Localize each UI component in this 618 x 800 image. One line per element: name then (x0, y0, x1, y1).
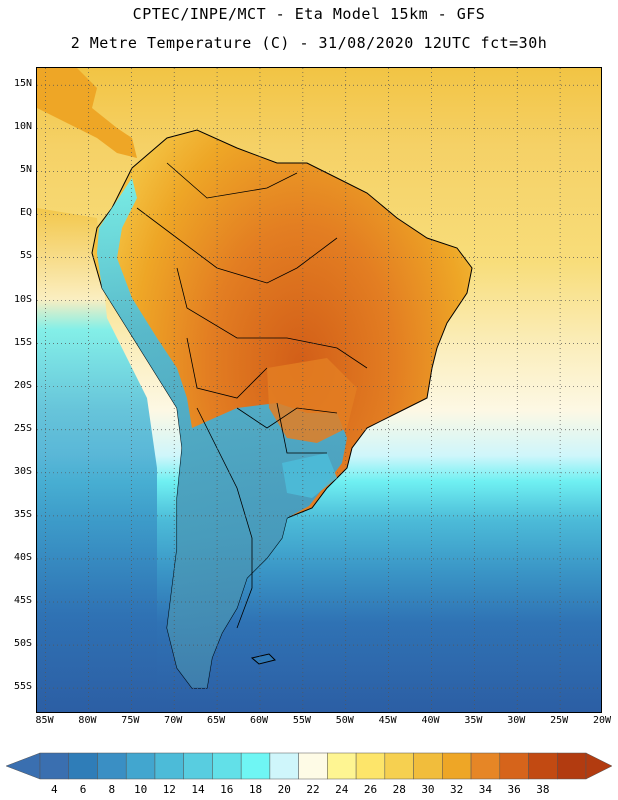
colorbar-box-9 (298, 752, 328, 780)
colorbar-level-12: 12 (162, 783, 176, 796)
colorbar-level-36: 36 (507, 783, 521, 796)
lon-label-40W: 40W (421, 715, 440, 726)
title-line-2: 2 Metre Temperature (C) - 31/08/2020 12U… (70, 34, 548, 52)
lon-label-80W: 80W (78, 715, 97, 726)
colorbar (5, 752, 613, 780)
colorbar-box-8 (269, 752, 299, 780)
colorbar-level-26: 26 (363, 783, 378, 796)
colorbar-box-11 (355, 752, 386, 780)
colorbar-box-6 (212, 752, 242, 780)
temperature-map (36, 67, 602, 713)
colorbar-level-14: 14 (191, 783, 205, 796)
lat-label-50S: 50S (13, 638, 32, 650)
colorbar-level-30: 30 (421, 783, 435, 796)
colorbar-high-arrow (585, 752, 613, 780)
colorbar-level-24: 24 (335, 783, 349, 796)
lat-label-25S: 25S (13, 422, 32, 434)
lon-label-25W: 25W (550, 715, 569, 726)
lat-label-45S: 45S (13, 595, 32, 607)
colorbar-box-3 (125, 752, 156, 780)
paraguay-warm-zone (267, 358, 357, 443)
colorbar-level-22: 22 (306, 783, 320, 796)
colorbar-box-1 (68, 752, 98, 780)
lon-label-75W: 75W (121, 715, 140, 726)
lat-label-35S: 35S (13, 508, 32, 520)
lon-label-50W: 50W (335, 715, 354, 726)
uruguay-region (282, 453, 337, 498)
lat-label-EQ: EQ (19, 207, 32, 219)
lon-label-70W: 70W (164, 715, 183, 726)
lat-label-15N: 15N (13, 78, 32, 90)
falklands (250, 653, 276, 665)
colorbar-box-12 (384, 752, 414, 780)
colorbar-level-18: 18 (248, 783, 263, 796)
colorbar-level-34: 34 (478, 783, 493, 796)
colorbar-level-38: 38 (536, 783, 550, 796)
colorbar-level-8: 8 (108, 783, 116, 796)
country-borders (136, 162, 368, 629)
lat-label-55S: 55S (13, 681, 32, 693)
colorbar-level-28: 28 (392, 783, 406, 796)
colorbar-low-arrow (5, 752, 41, 780)
colorbar-level-16: 16 (220, 783, 234, 796)
lon-label-30W: 30W (507, 715, 526, 726)
colorbar-box-16 (499, 752, 529, 780)
colorbar-box-17 (528, 752, 558, 780)
title-line-1: CPTEC/INPE/MCT - Eta Model 15km - GFS (132, 5, 486, 23)
lat-label-30S: 30S (13, 465, 32, 477)
colorbar-box-13 (413, 752, 443, 780)
colorbar-level-6: 6 (79, 783, 87, 796)
lat-label-10N: 10N (13, 121, 32, 133)
colorbar-box-15 (470, 752, 501, 780)
pacific-field (37, 208, 157, 712)
central-america-land (37, 68, 137, 158)
lon-label-65W: 65W (207, 715, 226, 726)
lon-label-55W: 55W (292, 715, 311, 726)
lat-label-5N: 5N (19, 164, 32, 176)
colorbar-box-18 (557, 752, 587, 780)
colorbar-box-7 (240, 752, 271, 780)
colorbar-level-32: 32 (450, 783, 464, 796)
lat-label-40S: 40S (13, 551, 32, 563)
lat-label-20S: 20S (13, 379, 32, 391)
andes-cold-zone (97, 178, 347, 688)
lat-label-10S: 10S (13, 293, 32, 305)
colorbar-box-0 (39, 752, 69, 780)
colorbar-box-10 (327, 752, 357, 780)
lon-label-85W: 85W (35, 715, 54, 726)
lon-label-35W: 35W (464, 715, 483, 726)
colorbar-box-4 (154, 752, 184, 780)
colorbar-box-2 (97, 752, 127, 780)
colorbar-level-10: 10 (133, 783, 148, 796)
lat-label-5S: 5S (19, 250, 32, 262)
lon-label-20W: 20W (592, 715, 612, 726)
lat-label-15S: 15S (13, 336, 32, 348)
colorbar-level-20: 20 (277, 783, 291, 796)
lon-label-45W: 45W (378, 715, 397, 726)
colorbar-level-4: 4 (51, 783, 58, 796)
lon-label-60W: 60W (249, 715, 268, 726)
colorbar-box-14 (442, 752, 472, 780)
colorbar-box-5 (183, 752, 213, 780)
